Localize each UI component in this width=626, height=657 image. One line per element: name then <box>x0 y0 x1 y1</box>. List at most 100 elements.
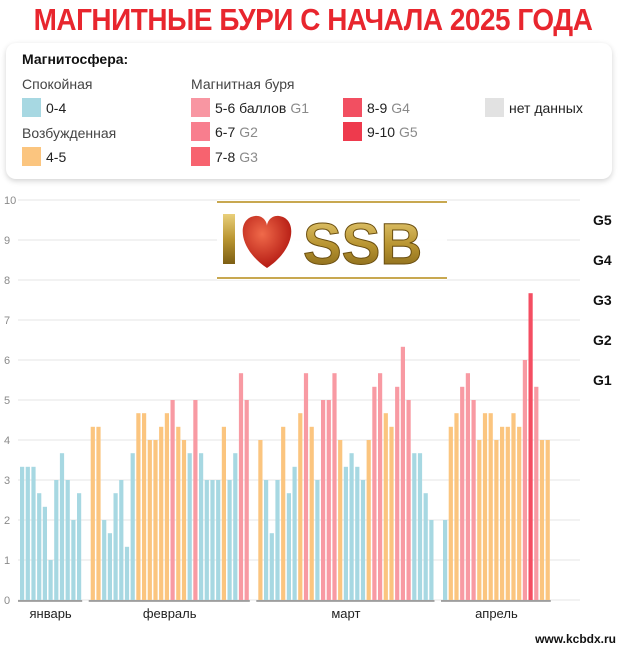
legend-storm-g2-range: 6-7 <box>215 123 236 140</box>
bar <box>309 426 314 600</box>
month-axis: январь февраль март апрель <box>18 600 551 621</box>
bar <box>338 440 343 600</box>
bar <box>275 480 280 600</box>
bar <box>269 533 274 600</box>
bar <box>366 440 371 600</box>
g-level-label: G2 <box>593 332 612 348</box>
bar <box>517 426 522 600</box>
bar <box>286 493 291 600</box>
bar <box>59 453 65 600</box>
bar <box>281 426 286 600</box>
y-tick-label: 8 <box>4 275 10 287</box>
g-level-label: G3 <box>593 292 612 308</box>
bar <box>429 520 434 600</box>
g-level-label: G4 <box>593 252 612 268</box>
legend-panel: Магнитосфера: Спокойная 0-4 Возбужденная… <box>6 43 612 179</box>
bar <box>372 386 377 600</box>
bar <box>258 440 263 600</box>
bar <box>25 466 30 600</box>
site-url: www.kcbdx.ru <box>535 632 616 646</box>
legend-storm-g1-tag: G1 <box>290 99 310 116</box>
bar <box>244 400 249 600</box>
legend-storm-g3-tag: G3 <box>239 148 258 165</box>
ssb-logo: SSB <box>217 200 447 280</box>
bar <box>423 493 428 600</box>
bar <box>65 480 70 600</box>
y-tick-label: 3 <box>4 475 10 487</box>
bar <box>343 466 348 600</box>
g-level-label: G5 <box>593 212 612 228</box>
excited-swatch <box>22 147 41 166</box>
storm-g5-swatch <box>343 122 362 141</box>
bar <box>193 400 198 600</box>
bar <box>443 520 448 600</box>
storm-g2-swatch <box>191 122 210 141</box>
bar <box>107 533 112 600</box>
bar <box>233 453 238 600</box>
y-tick-label: 4 <box>4 435 10 447</box>
bar <box>326 400 331 600</box>
bar <box>102 520 107 600</box>
legend-excited-label: Возбужденная <box>22 125 117 141</box>
bar <box>124 546 130 600</box>
legend-storm-g3-range: 7-8 <box>215 148 236 165</box>
bar <box>303 373 309 600</box>
legend-item-storm-g4: 8-9 G4 <box>343 98 410 117</box>
bar <box>181 440 187 600</box>
bar <box>187 453 192 600</box>
legend-item-storm-g2: 6-7 G2 <box>191 122 258 141</box>
storm-g1-swatch <box>191 98 210 117</box>
bar <box>54 480 59 600</box>
bar <box>153 440 158 600</box>
bar <box>20 466 25 600</box>
y-tick-label: 10 <box>4 195 16 207</box>
storm-bar-chart: 0 1 2 3 4 5 6 7 8 9 10 G1 G2 G3 G4 G5 январь февраль мар… <box>4 195 612 621</box>
bar <box>199 453 204 600</box>
bar <box>48 560 53 600</box>
legend-storm-g5-tag: G5 <box>399 123 418 140</box>
legend-storm-g4-range: 8-9 <box>367 99 388 116</box>
bar <box>71 520 76 600</box>
bar <box>494 440 499 600</box>
bar <box>90 426 95 600</box>
calm-swatch <box>22 98 41 117</box>
g-level-labels: G1 G2 G3 G4 G5 <box>593 212 612 388</box>
legend-calm-label: Спокойная <box>22 76 93 92</box>
bar <box>448 426 453 600</box>
bar <box>142 413 147 600</box>
bar <box>383 413 388 600</box>
bar <box>539 440 545 600</box>
bar <box>511 413 516 600</box>
legend-item-no-data: нет данных <box>485 98 583 117</box>
bar <box>159 426 164 600</box>
bar <box>482 413 488 600</box>
legend-calm-range: 0-4 <box>46 99 67 116</box>
bar <box>315 480 320 600</box>
legend-item-storm-g5: 9-10 G5 <box>343 122 418 141</box>
bar <box>395 386 400 600</box>
logo-letter-i <box>223 214 235 264</box>
bar <box>77 493 82 600</box>
y-tick-label: 7 <box>4 315 10 327</box>
legend-item-storm-g3: 7-8 G3 <box>191 147 258 166</box>
bar <box>471 400 476 600</box>
y-tick-label: 0 <box>4 595 10 607</box>
bar <box>321 400 326 600</box>
bar <box>164 413 169 600</box>
bar <box>500 426 505 600</box>
legend-excited-range: 4-5 <box>46 148 67 165</box>
y-tick-label: 6 <box>4 355 10 367</box>
legend-storm-g4-tag: G4 <box>391 99 410 116</box>
bar <box>147 440 152 600</box>
bar <box>31 466 36 600</box>
logo-text: SSB <box>303 212 422 277</box>
page-title: МАГНИТНЫЕ БУРИ С НАЧАЛА 2025 ГОДА <box>33 2 593 37</box>
bar <box>522 360 527 600</box>
bar <box>216 480 221 600</box>
storm-g3-swatch <box>191 147 210 166</box>
bar <box>360 480 366 600</box>
bar <box>238 373 244 600</box>
month-label: январь <box>29 606 71 621</box>
legend-storm-g1-range: 5-6 баллов <box>215 99 287 116</box>
y-tick-labels: 0 1 2 3 4 5 6 7 8 9 10 <box>4 195 16 607</box>
